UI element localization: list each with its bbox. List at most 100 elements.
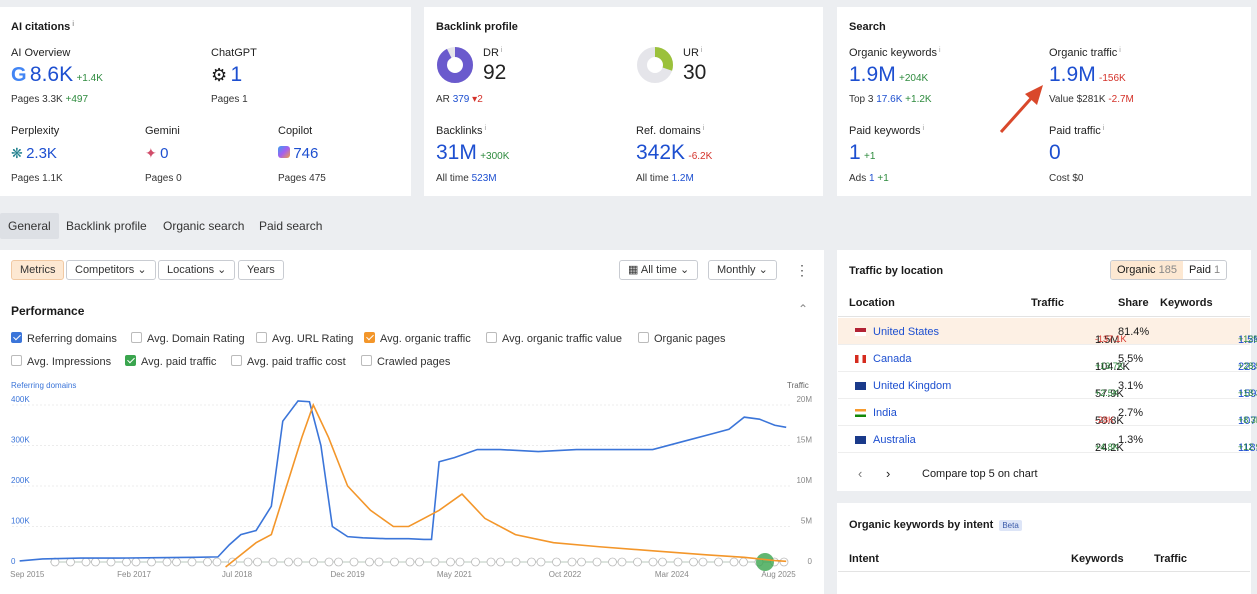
event-marker[interactable] [617,557,627,567]
event-marker[interactable] [577,557,586,567]
ur-value[interactable]: 30 [683,61,707,84]
monthly-dropdown[interactable]: Monthly ⌄ [708,260,777,280]
tab-backlink-profile[interactable]: Backlink profile [66,219,147,233]
ai-overview-metric[interactable]: G 8.6K +1.4K [11,63,103,86]
event-marker[interactable] [390,557,399,567]
event-marker[interactable] [106,557,116,567]
event-marker[interactable] [729,557,739,567]
location-name[interactable]: Canada [873,353,912,365]
event-marker[interactable] [698,557,708,567]
perplexity-metric[interactable]: ❋ 2.3K [11,145,57,162]
event-marker[interactable] [486,557,496,567]
years-button[interactable]: Years [238,260,284,280]
event-marker[interactable] [511,557,521,567]
event-marker[interactable] [567,557,577,567]
opt-referring-domains[interactable]: Referring domains [11,332,117,345]
event-marker[interactable] [633,557,642,567]
event-marker[interactable] [253,557,262,567]
location-row[interactable]: Australia 24.2K +4.8K 1.3% 118.5K +12.9K [838,426,1257,454]
paid-toggle[interactable]: Paid 1 [1188,264,1221,276]
event-marker[interactable] [309,557,318,567]
event-marker[interactable] [212,557,222,567]
more-options-icon[interactable]: ⋮ [795,262,809,278]
event-marker[interactable] [471,557,480,567]
event-marker[interactable] [131,557,141,567]
tab-general[interactable]: General [0,213,59,239]
dr-value[interactable]: 92 [483,61,507,84]
event-marker[interactable] [365,557,374,567]
event-marker[interactable] [243,557,253,567]
event-marker[interactable] [66,557,75,567]
copilot-metric[interactable]: 746 [278,145,318,162]
event-marker[interactable] [187,557,197,567]
opt-avg-url-rating[interactable]: Avg. URL Rating [256,332,353,345]
prev-icon[interactable]: ‹ [858,466,863,481]
event-marker[interactable] [91,557,100,567]
backlinks-metric[interactable]: 31M +300K [436,141,510,164]
event-marker[interactable] [430,557,440,567]
refdomains-metric[interactable]: 342K -6.2K [636,141,713,164]
event-marker[interactable] [284,557,293,567]
location-name[interactable]: Australia [873,434,916,446]
location-row[interactable]: United States 1.5M -137.1K 81.4% 1.5M +1… [838,318,1257,346]
event-marker[interactable] [172,557,181,567]
location-name[interactable]: United States [873,326,940,338]
event-marker[interactable] [162,557,172,567]
organic-keywords-metric[interactable]: 1.9M +204K [849,63,929,86]
event-marker[interactable] [203,557,212,567]
compare-top5-link[interactable]: Compare top 5 on chart [922,468,1038,480]
opt-crawled-pages[interactable]: Crawled pages [361,355,450,368]
organic-traffic-metric[interactable]: 1.9M -156K [1049,63,1126,86]
chatgpt-metric[interactable]: ⚙ 1 [211,63,243,86]
event-marker[interactable] [147,557,156,567]
event-marker[interactable] [268,557,278,567]
opt-avg-impressions[interactable]: Avg. Impressions [11,355,111,368]
event-marker[interactable] [714,557,723,567]
event-marker[interactable] [673,557,683,567]
tab-organic-search[interactable]: Organic search [163,219,245,233]
event-marker[interactable] [81,557,91,567]
event-marker[interactable] [293,557,303,567]
event-marker[interactable] [415,557,424,567]
location-row[interactable]: Canada 104.2K +13.7K 5.5% 223.3K +28.5K [838,345,1257,373]
event-marker[interactable] [334,557,343,567]
event-marker[interactable] [536,557,546,567]
opt-avg-domain-rating[interactable]: Avg. Domain Rating [131,332,245,345]
event-marker[interactable] [496,557,505,567]
alltime-dropdown[interactable]: ▦ All time ⌄ [619,260,699,280]
opt-avg-organic-traffic[interactable]: Avg. organic traffic [364,332,471,345]
series-line-referring-domains[interactable] [19,400,787,562]
event-marker[interactable] [446,557,455,567]
collapse-icon[interactable]: ⌃ [798,302,809,316]
metrics-button[interactable]: Metrics [11,260,65,280]
locations-dropdown[interactable]: Locations ⌄ [158,260,236,280]
competitors-dropdown[interactable]: Competitors ⌄ [66,260,156,280]
opt-avg-organic-traffic-value[interactable]: Avg. organic traffic value [486,332,622,345]
event-marker[interactable] [324,557,334,567]
event-marker[interactable] [658,557,667,567]
next-icon[interactable]: › [886,466,891,481]
performance-chart[interactable]: 400K 20M 300K 15M 200K 10M 100K 5M 0 0 Sep 2015 Feb… [0,395,824,585]
location-name[interactable]: India [873,407,897,419]
organic-toggle[interactable]: Organic 185 [1111,261,1183,279]
event-marker[interactable] [122,557,131,567]
event-marker[interactable] [648,557,658,567]
event-marker[interactable] [779,557,789,567]
opt-avg-paid-traffic-cost[interactable]: Avg. paid traffic cost [231,355,346,368]
event-marker[interactable] [374,557,384,567]
event-marker[interactable] [739,557,748,567]
gemini-metric[interactable]: ✦ 0 [145,145,169,162]
event-marker[interactable] [552,557,561,567]
event-marker[interactable] [527,557,536,567]
paid-keywords-metric[interactable]: 1 +1 [849,141,876,164]
event-marker[interactable] [405,557,415,567]
event-marker[interactable] [592,557,602,567]
tab-paid-search[interactable]: Paid search [259,219,323,233]
event-marker[interactable] [689,557,698,567]
location-row[interactable]: United Kingdom 57.9K +2.5K 3.1% 159.5K +… [838,372,1257,400]
event-marker[interactable] [608,557,617,567]
opt-avg-paid-traffic[interactable]: Avg. paid traffic [125,355,216,368]
event-marker[interactable] [455,557,465,567]
event-marker[interactable] [349,557,359,567]
event-cluster-marker[interactable] [756,553,774,571]
